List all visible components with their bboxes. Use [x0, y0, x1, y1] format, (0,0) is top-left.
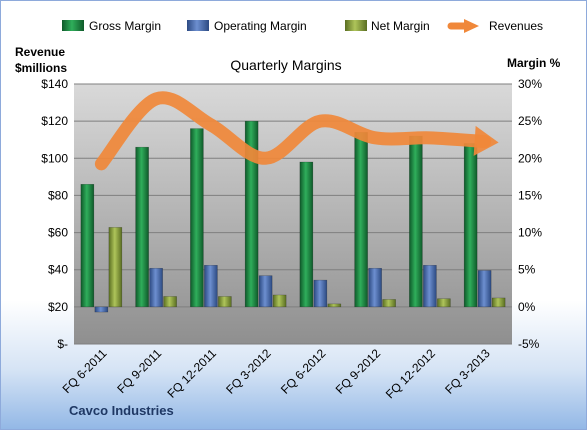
bar-gross-margin [299, 161, 314, 308]
legend: Gross Margin Operating Margin Net Margin… [62, 19, 543, 33]
bar-gross-margin [80, 184, 95, 308]
right-tick-label: 0% [518, 300, 536, 314]
bar-operating-margin [149, 267, 163, 308]
bar-operating-margin [313, 279, 328, 308]
legend-item-gross-margin: Gross Margin [62, 19, 161, 33]
bar-operating-margin [258, 275, 273, 308]
bar-net-margin [491, 297, 506, 308]
category-labels: FQ 6-2011 FQ 9-2011 FQ 12-2011 FQ 3-2012 FQ … [60, 346, 493, 401]
legend-swatch-operating-margin [187, 20, 209, 31]
bar-gross-margin [135, 146, 149, 308]
company-name: Cavco Industries [69, 403, 174, 418]
right-tick-label: -5% [518, 337, 540, 351]
right-tick-label: 10% [518, 226, 542, 240]
left-tick-label: $20 [48, 300, 68, 314]
bar-operating-margin [204, 265, 218, 308]
left-tick-label: $140 [41, 77, 68, 91]
bar-net-margin [382, 299, 396, 308]
category-label: FQ 3-2012 [223, 346, 274, 397]
left-tick-label: $60 [48, 226, 68, 240]
category-label: FQ 9-2011 [114, 346, 164, 396]
left-tick-label: $120 [41, 114, 68, 128]
category-label: FQ 6-2012 [278, 346, 329, 397]
right-tick-label: 20% [518, 151, 542, 165]
left-tick-label: $40 [48, 263, 68, 277]
bar-gross-margin [244, 120, 259, 308]
bar-net-margin [327, 303, 342, 308]
bar-operating-margin [368, 267, 382, 308]
legend-label-gross-margin: Gross Margin [89, 19, 161, 33]
category-label: FQ 6-2011 [60, 346, 110, 396]
bar-gross-margin [190, 128, 204, 308]
left-axis-title-line2: $millions [15, 61, 67, 75]
bar-net-margin [272, 294, 287, 308]
bar-net-margin [218, 296, 232, 308]
bar-operating-margin [94, 306, 109, 313]
legend-swatch-gross-margin [62, 20, 84, 31]
bar-net-margin [163, 296, 177, 308]
left-axis-title-line1: Revenue [15, 45, 65, 59]
bar-operating-margin [477, 270, 492, 308]
legend-item-net-margin: Net Margin [345, 19, 430, 33]
revenue-arrowhead [473, 125, 499, 156]
bar-net-margin [108, 227, 123, 308]
legend-label-net-margin: Net Margin [371, 19, 430, 33]
legend-label-operating-margin: Operating Margin [214, 19, 307, 33]
legend-item-operating-margin: Operating Margin [187, 19, 307, 33]
category-label: FQ 12-2012 [383, 346, 438, 401]
right-tick-label: 5% [518, 263, 536, 277]
bar-gross-margin [463, 143, 478, 308]
chart-title: Quarterly Margins [230, 57, 341, 73]
right-tick-label: 25% [518, 114, 542, 128]
legend-label-revenues: Revenues [489, 19, 543, 33]
legend-item-revenues: Revenues [447, 19, 543, 33]
right-tick-label: 15% [518, 188, 542, 202]
category-label: FQ 12-2011 [164, 346, 219, 401]
left-tick-label: $80 [48, 188, 68, 202]
bars [80, 120, 506, 313]
right-tick-label: 30% [518, 77, 542, 91]
legend-swatch-net-margin [345, 20, 367, 31]
category-label: FQ 9-2012 [333, 346, 384, 397]
left-tick-label: $100 [41, 151, 68, 165]
bar-gross-margin [354, 132, 368, 308]
revenue-line [94, 91, 499, 171]
legend-arrow-revenues [464, 19, 479, 33]
left-axis-ticks: $- $20 $40 $60 $80 $100 $120 $140 [41, 77, 68, 351]
category-label: FQ 3-2013 [442, 346, 493, 397]
bar-net-margin [437, 298, 451, 308]
bar-operating-margin [423, 265, 437, 308]
bar-gross-margin [409, 135, 423, 308]
left-tick-label: $- [57, 337, 68, 351]
right-axis-title: Margin % [507, 56, 561, 70]
right-axis-ticks: -5% 0% 5% 10% 15% 20% 25% 30% [518, 77, 542, 351]
